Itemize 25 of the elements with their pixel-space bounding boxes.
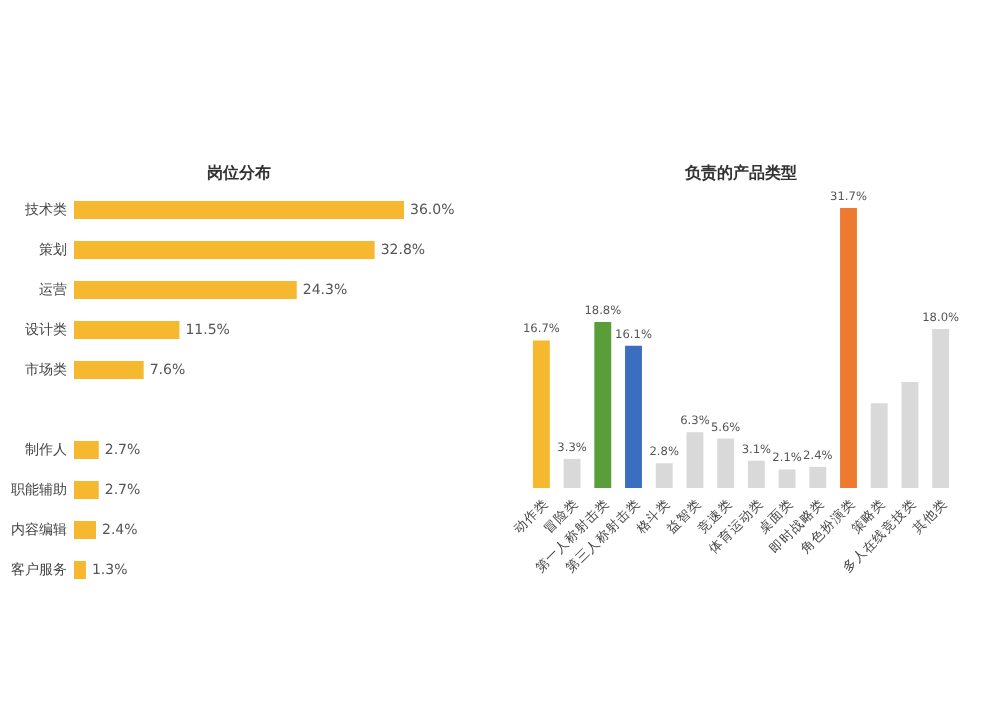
chart-title: 负责的产品类型 — [683, 164, 797, 182]
bar — [747, 460, 765, 488]
bar — [74, 481, 99, 499]
bar — [686, 432, 704, 488]
bar — [74, 241, 375, 259]
bar — [717, 438, 735, 488]
bar — [625, 345, 642, 488]
bar — [74, 521, 96, 539]
bar — [74, 281, 297, 299]
bar — [840, 208, 857, 488]
bar — [870, 403, 888, 488]
bar — [74, 361, 144, 379]
bar — [532, 340, 550, 488]
bar — [594, 321, 612, 488]
bar — [655, 463, 673, 488]
bar — [74, 201, 404, 219]
bar — [901, 382, 919, 488]
bar — [74, 441, 99, 459]
bar — [809, 466, 827, 488]
bar — [74, 321, 180, 339]
bar — [74, 561, 86, 579]
chart-title: 岗位分布 — [207, 164, 271, 182]
bar — [778, 469, 796, 488]
bar — [932, 329, 950, 488]
bar — [563, 458, 581, 488]
